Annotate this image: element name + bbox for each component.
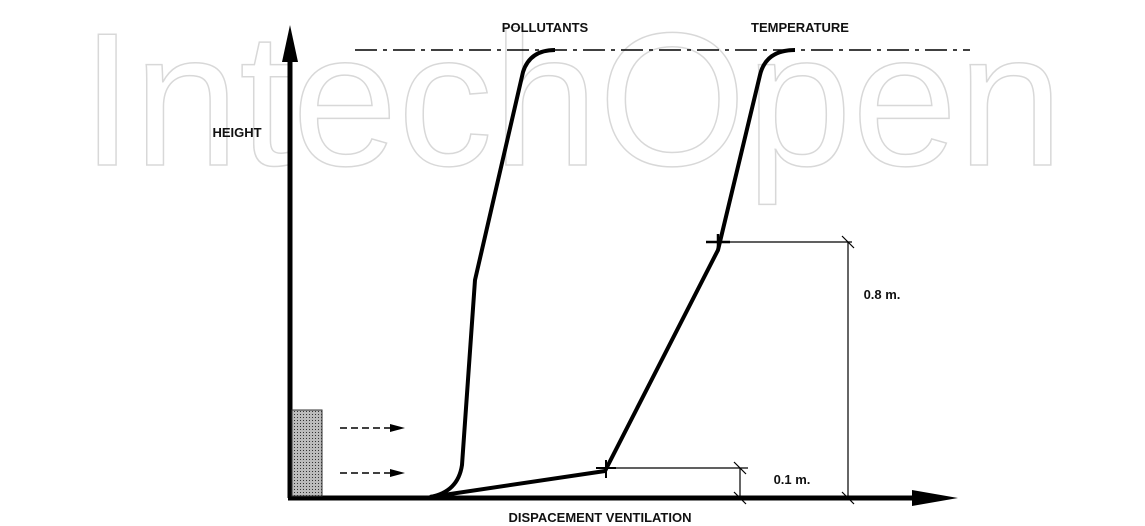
label: 0.8 m.: [864, 287, 901, 302]
dimension-tick: [841, 491, 855, 505]
label: POLLUTANTS: [502, 20, 589, 35]
temperature-curve: [429, 48, 796, 499]
dimension-tick: [733, 491, 747, 505]
y-axis-arrow: [282, 25, 298, 62]
supply-arrow-head: [390, 424, 405, 432]
supply-arrow-head: [390, 469, 405, 477]
label: 0.1 m.: [774, 472, 811, 487]
dimension-tick: [733, 461, 747, 475]
watermark: IntechOpen: [81, 0, 1063, 206]
x-axis-arrow: [912, 490, 958, 506]
dimension-tick: [841, 235, 855, 249]
supply-diffuser: [291, 409, 323, 497]
label: HEIGHT: [212, 125, 261, 140]
label: TEMPERATURE: [751, 20, 849, 35]
pollutants-curve: [429, 48, 556, 499]
label: DISPACEMENT VENTILATION: [509, 510, 692, 525]
